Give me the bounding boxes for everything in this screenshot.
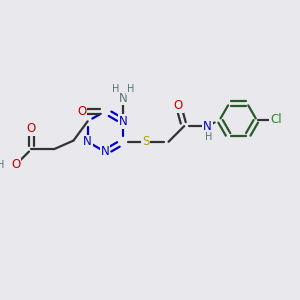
Text: H: H xyxy=(112,85,119,94)
Text: Cl: Cl xyxy=(270,113,282,126)
Text: O: O xyxy=(27,122,36,135)
Text: H: H xyxy=(0,160,5,170)
Text: O: O xyxy=(77,105,87,118)
Text: O: O xyxy=(11,158,20,171)
Text: N: N xyxy=(203,120,212,133)
Text: N: N xyxy=(119,92,128,104)
Text: N: N xyxy=(101,146,110,158)
Text: N: N xyxy=(119,115,128,128)
Text: H: H xyxy=(127,85,134,94)
Text: S: S xyxy=(142,135,149,148)
Text: H: H xyxy=(205,132,213,142)
Text: O: O xyxy=(174,99,183,112)
Text: N: N xyxy=(83,135,92,148)
